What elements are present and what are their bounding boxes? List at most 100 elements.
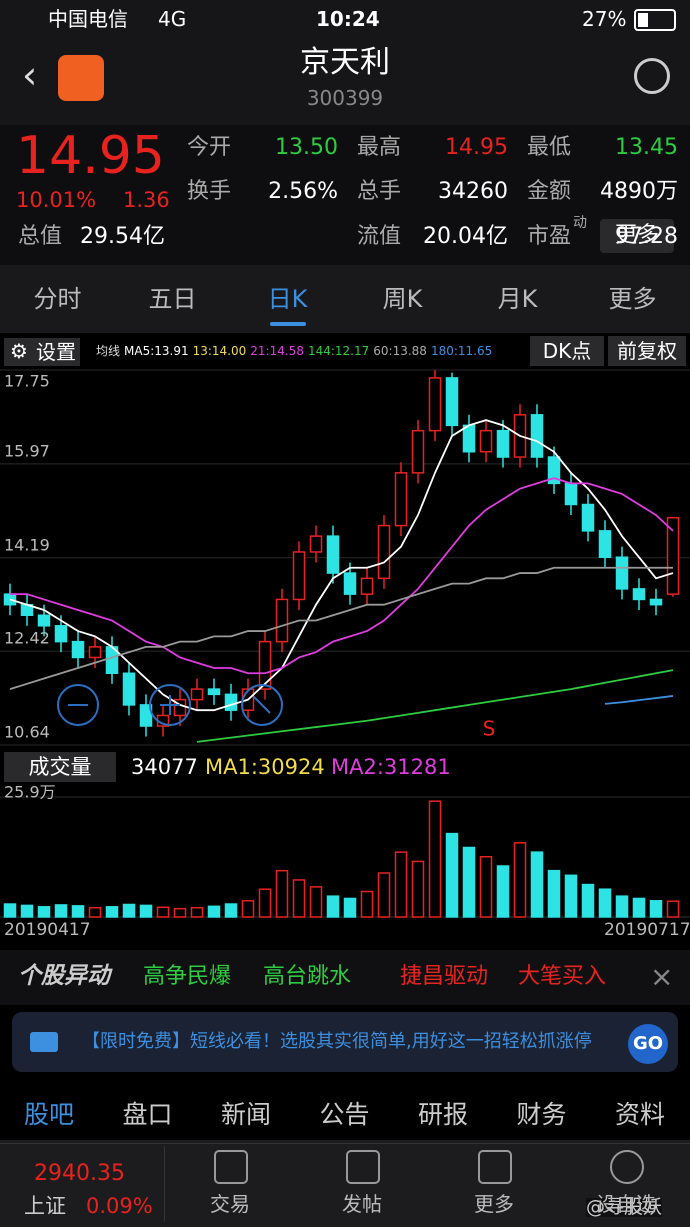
volume-bar [360, 890, 374, 918]
watermark: @寻股妖 [586, 1196, 663, 1218]
volume-bar [411, 860, 425, 918]
tabs-bg [0, 265, 690, 333]
volume-bar [513, 842, 527, 918]
ma-legend-item: 13:14.00 [192, 344, 247, 358]
candle-body [292, 551, 306, 601]
volume-bar [649, 900, 663, 918]
go-button[interactable]: GO [628, 1024, 668, 1064]
banner[interactable] [12, 1012, 678, 1072]
stat-label: 今开 [187, 135, 232, 160]
stat-value: 20.04亿 [423, 224, 508, 249]
stat-value: 4890万 [600, 179, 678, 204]
zoom-icon [253, 696, 271, 714]
alert-tag[interactable]: 高争民爆 [143, 964, 232, 989]
sub-tab[interactable]: 盘口 [122, 1100, 173, 1129]
volume-bar [54, 904, 68, 918]
nav-item[interactable]: 设自选 [596, 1192, 656, 1216]
volume-bar [139, 904, 153, 918]
search-button[interactable] [634, 58, 670, 94]
nav-item[interactable]: 交易 [210, 1192, 250, 1216]
candle-body [581, 503, 595, 532]
stock-code: 300399 [306, 86, 384, 110]
volume-bar [207, 905, 221, 918]
volume-bar [190, 906, 204, 918]
candle-body [445, 377, 459, 427]
volume-bar [326, 895, 340, 918]
volume-bar [496, 865, 510, 918]
candle-body [37, 614, 51, 627]
adjust-button[interactable]: 前复权 [608, 336, 686, 366]
nav-icon [478, 1150, 512, 1184]
stat-label: 总值 [18, 224, 63, 249]
volume-bar [666, 900, 680, 918]
nav-icon [214, 1150, 248, 1184]
y-tick-label: 12.42 [4, 629, 50, 648]
alert-tag[interactable]: 高台跳水 [263, 964, 352, 989]
ma-legend-item: 60:13.88 [373, 344, 427, 358]
back-button[interactable]: ‹ [22, 53, 38, 97]
stat-value: 13.45 [615, 135, 678, 160]
sub-tab[interactable]: 研报 [417, 1100, 468, 1129]
volume-ma2: MA2:31281 [331, 755, 451, 779]
ma-legend-item: 均线 [96, 344, 121, 358]
tab[interactable]: 周K [382, 285, 423, 313]
dk-button[interactable]: DK点 [530, 336, 604, 366]
volume-bar [564, 874, 578, 918]
change: 1.36 [123, 188, 170, 212]
settings-button[interactable]: 设置 [4, 338, 80, 366]
candle-body [326, 535, 340, 574]
volume-bar [343, 897, 357, 918]
sub-tab[interactable]: 新闻 [220, 1100, 271, 1129]
more-button[interactable]: 更多 [600, 219, 674, 253]
stat-label: 最低 [527, 135, 572, 160]
alert-tag[interactable]: 捷昌驱动 [400, 964, 489, 989]
stat-value: 97.28 [615, 224, 678, 249]
volume-bar [530, 851, 544, 918]
index-pct: 0.09% [86, 1194, 153, 1218]
y-tick-label: 14.19 [4, 535, 50, 554]
alert-tag[interactable]: 大笔买入 [518, 964, 607, 989]
candle-body [88, 646, 102, 659]
ma-legend: 均线 MA5:13.91 13:14.00 21:14.58 144:12.17 60:1… [96, 345, 496, 357]
tab[interactable]: 月K [497, 285, 538, 313]
candle-body [71, 640, 85, 659]
zoom-button [241, 684, 283, 726]
candle-body [343, 572, 357, 595]
volume-bar [173, 907, 187, 918]
tab[interactable]: 分时 [33, 285, 82, 313]
ma-line [604, 695, 674, 705]
nav-item[interactable]: 更多 [474, 1192, 514, 1216]
footer-bg [0, 1140, 690, 1227]
tab[interactable]: 更多 [608, 285, 657, 313]
ma-legend-item: 21:14.58 [250, 344, 304, 358]
stat-label: 换手 [187, 179, 232, 204]
ma-legend-item: MA5:13.91 [124, 344, 189, 358]
candle-body [139, 704, 153, 727]
tab[interactable]: 五日 [148, 285, 197, 313]
alerts-title: 个股异动 [18, 963, 110, 989]
sub-tab[interactable]: 资料 [614, 1100, 665, 1129]
ma-line [9, 566, 673, 690]
stat-value: 13.50 [275, 135, 338, 160]
stat-value: 34260 [438, 179, 508, 204]
candle-body [377, 524, 391, 580]
date-end: 20190717 [604, 920, 690, 940]
stat-label: 最高 [357, 135, 402, 160]
volume-bar [292, 879, 306, 918]
stock-name: 京天利 [300, 45, 390, 80]
volume-title[interactable]: 成交量 [4, 752, 116, 782]
chart: 10.64 12.42 14.19 15.97 17.75 S 25.9万 [0, 369, 690, 918]
sub-tab[interactable]: 股吧 [23, 1100, 74, 1129]
volume-bar [615, 895, 629, 918]
tab[interactable]: 日K [267, 285, 308, 313]
volume-bar [105, 906, 119, 918]
nav-item[interactable]: 发帖 [342, 1192, 382, 1216]
stat-label: 总手 [357, 179, 402, 204]
close-button[interactable]: × [650, 960, 674, 993]
ma-legend-item: 180:11.65 [430, 344, 493, 358]
volume-bar [20, 904, 34, 918]
sub-tab[interactable]: 公告 [319, 1100, 370, 1129]
sub-tab[interactable]: 财务 [516, 1100, 567, 1129]
candle-body [54, 625, 68, 643]
